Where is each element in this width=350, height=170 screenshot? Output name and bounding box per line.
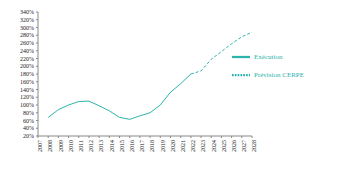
svg-text:340%: 340% [20, 9, 34, 15]
svg-text:2022: 2022 [190, 140, 196, 152]
svg-text:120%: 120% [20, 94, 34, 100]
svg-text:2021: 2021 [180, 140, 186, 152]
svg-text:260%: 260% [20, 40, 34, 46]
svg-text:20%: 20% [23, 133, 34, 139]
html-text:Prévision CERPE: Prévision CERPE [254, 70, 304, 79]
svg-text:200%: 200% [20, 63, 34, 69]
svg-text:240%: 240% [20, 48, 34, 54]
svg-text:140%: 140% [20, 87, 34, 93]
svg-text:2015: 2015 [119, 140, 125, 152]
svg-text:2026: 2026 [231, 140, 237, 152]
svg-text:2016: 2016 [129, 140, 135, 152]
svg-text:280%: 280% [20, 32, 34, 38]
svg-text:180%: 180% [20, 71, 34, 77]
svg-text:2023: 2023 [200, 140, 206, 152]
svg-text:300%: 300% [20, 25, 34, 31]
svg-text:2017: 2017 [139, 140, 145, 152]
svg-text:100%: 100% [20, 102, 34, 108]
svg-text:2010: 2010 [68, 140, 74, 152]
svg-text:2028: 2028 [251, 140, 257, 152]
svg-text:2025: 2025 [221, 140, 227, 152]
html-text:Exécution: Exécution [254, 52, 283, 61]
svg-text:80%: 80% [23, 110, 34, 116]
svg-text:220%: 220% [20, 56, 34, 62]
svg-text:2014: 2014 [109, 140, 115, 152]
svg-text:2018: 2018 [149, 140, 155, 152]
svg-text:2019: 2019 [160, 140, 166, 152]
svg-text:160%: 160% [20, 79, 34, 85]
svg-text:2027: 2027 [241, 140, 247, 152]
svg-text:2012: 2012 [88, 140, 94, 152]
svg-text:2008: 2008 [47, 140, 53, 152]
svg-text:2024: 2024 [211, 140, 217, 152]
svg-text:2009: 2009 [58, 140, 64, 152]
svg-text:40%: 40% [23, 125, 34, 131]
svg-text:60%: 60% [23, 118, 34, 124]
svg-text:320%: 320% [20, 17, 34, 23]
svg-text:2013: 2013 [98, 140, 104, 152]
svg-text:2011: 2011 [78, 140, 84, 152]
svg-text:2007: 2007 [37, 140, 43, 152]
svg-text:2020: 2020 [170, 140, 176, 152]
